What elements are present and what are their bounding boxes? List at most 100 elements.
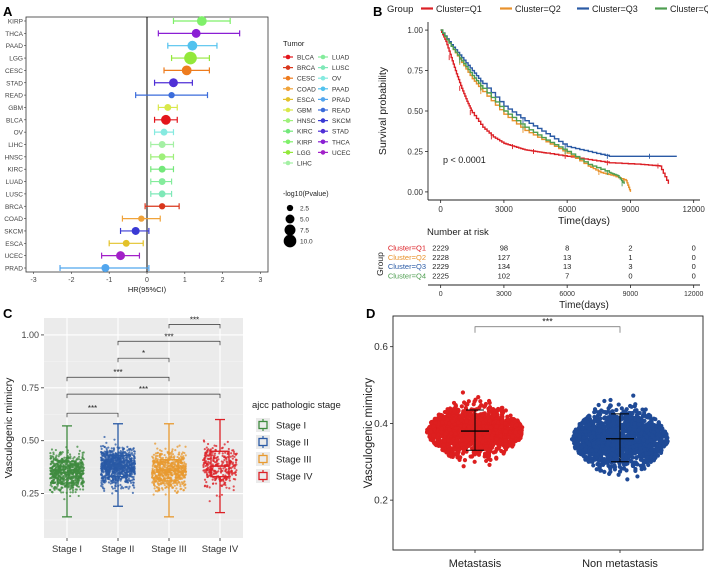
jitter-point [73, 455, 76, 459]
jitter-point [52, 458, 56, 461]
jitter-point [203, 448, 206, 451]
swarm-point [469, 407, 474, 412]
x-axis-label: HR(95%CI) [128, 285, 167, 294]
jitter-point [231, 449, 234, 452]
jitter-point [79, 464, 82, 467]
jitter-point [114, 461, 117, 465]
jitter-point [80, 477, 83, 480]
jitter-point [165, 481, 168, 485]
jitter-point [54, 468, 57, 471]
jitter-point [127, 487, 130, 490]
jitter-point [64, 475, 67, 478]
x-tick-label: 12000 [683, 205, 706, 214]
comparison-bracket [117, 357, 170, 363]
jitter-point [49, 451, 52, 455]
jitter-point [172, 462, 175, 465]
jitter-point [214, 482, 218, 485]
size-legend-dot [285, 214, 295, 224]
jitter-point [179, 465, 182, 468]
jitter-point [67, 466, 71, 469]
risk-row-label: Cluster=Q2 [388, 253, 426, 262]
jitter-point [173, 489, 177, 493]
jitter-point [77, 465, 80, 468]
jitter-point [68, 468, 72, 471]
jitter-point [223, 443, 226, 446]
jitter-point [129, 475, 132, 478]
jitter-point [181, 469, 185, 472]
swarm-point [497, 444, 502, 449]
swarm-point [460, 413, 465, 418]
swarm-point [453, 426, 459, 431]
jitter-point [124, 480, 127, 483]
jitter-point [104, 477, 107, 480]
jitter-point [175, 465, 178, 469]
jitter-point [206, 454, 209, 457]
jitter-point [178, 457, 181, 460]
jitter-point [104, 454, 107, 457]
jitter-point [154, 475, 157, 478]
jitter-point [74, 491, 77, 494]
jitter-point [225, 478, 228, 481]
significance-label: *** [113, 368, 122, 377]
y-tick-label: 0.75 [21, 383, 39, 393]
hr-point [158, 190, 166, 198]
jitter-point [222, 467, 225, 470]
jitter-point [81, 469, 84, 472]
risk-count: 98 [500, 244, 508, 253]
jitter-point [65, 478, 68, 481]
jitter-point [71, 491, 74, 494]
jitter-point [54, 476, 57, 479]
jitter-point [225, 486, 228, 489]
swarm-point [476, 395, 481, 400]
jitter-point [58, 451, 62, 454]
legend-label: PAAD [332, 86, 350, 93]
swarm-point [494, 436, 499, 442]
jitter-point [112, 452, 115, 455]
jitter-point [100, 479, 103, 482]
size-legend-label: 7.5 [300, 228, 309, 235]
hr-point [168, 91, 175, 99]
x-tick-label: Stage II [102, 544, 135, 555]
jitter-point [76, 485, 79, 488]
jitter-point [104, 451, 108, 454]
risk-count: 3 [628, 262, 632, 271]
jitter-point [111, 478, 115, 481]
hr-point [168, 78, 178, 88]
jitter-point [158, 452, 162, 455]
jitter-point [202, 465, 205, 469]
jitter-point [180, 458, 183, 461]
legend-key-dot [285, 54, 291, 60]
p-value: p < 0.0001 [443, 155, 486, 165]
jitter-point [51, 491, 54, 494]
jitter-point [161, 488, 164, 491]
jitter-point [233, 452, 236, 455]
swarm-point [503, 429, 508, 434]
legend-label: Cluster=Q1 [436, 4, 482, 14]
legend-key-dot [320, 118, 326, 123]
jitter-point [111, 472, 115, 475]
y-tick-label: 1.00 [407, 26, 423, 35]
forest-row-label: THCA [5, 31, 23, 38]
x-axis-label: Time(days) [558, 215, 610, 227]
jitter-point [128, 451, 131, 454]
jitter-point [217, 467, 221, 470]
jitter-point [207, 474, 210, 477]
jitter-point [131, 465, 134, 468]
risk-count: 13 [563, 262, 571, 271]
forest-row-label: SKCM [4, 228, 23, 235]
swarm-point [510, 444, 515, 449]
legend-label: CESC [297, 76, 315, 83]
jitter-point [184, 467, 187, 470]
jitter-point [222, 480, 225, 483]
swarm-point [511, 440, 516, 446]
survival-curve [440, 29, 625, 184]
jitter-point [184, 445, 187, 448]
x-tick-label: -3 [30, 277, 36, 284]
jitter-point [184, 454, 187, 457]
swarm-point [473, 412, 478, 417]
jitter-point [154, 442, 157, 445]
jitter-point [81, 488, 85, 491]
panel-a-forest-plot: KIRPTHCAPAADLGGCESCSTADREADGBMBLCAOVLIHC… [4, 16, 351, 294]
jitter-point [71, 463, 75, 466]
jitter-point [212, 482, 215, 485]
